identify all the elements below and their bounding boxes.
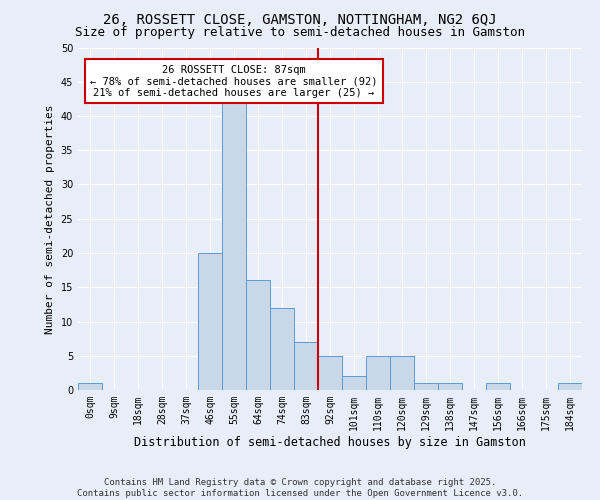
Bar bbox=[246, 280, 270, 390]
Bar bbox=[438, 383, 462, 390]
Bar bbox=[198, 253, 222, 390]
Bar bbox=[558, 383, 582, 390]
Text: 26, ROSSETT CLOSE, GAMSTON, NOTTINGHAM, NG2 6QJ: 26, ROSSETT CLOSE, GAMSTON, NOTTINGHAM, … bbox=[103, 12, 497, 26]
Y-axis label: Number of semi-detached properties: Number of semi-detached properties bbox=[45, 104, 55, 334]
Bar bbox=[318, 356, 342, 390]
Bar bbox=[222, 102, 246, 390]
X-axis label: Distribution of semi-detached houses by size in Gamston: Distribution of semi-detached houses by … bbox=[134, 436, 526, 448]
Bar bbox=[270, 308, 294, 390]
Bar bbox=[366, 356, 390, 390]
Text: Contains HM Land Registry data © Crown copyright and database right 2025.
Contai: Contains HM Land Registry data © Crown c… bbox=[77, 478, 523, 498]
Bar bbox=[78, 383, 102, 390]
Bar bbox=[390, 356, 414, 390]
Bar bbox=[414, 383, 438, 390]
Bar bbox=[486, 383, 510, 390]
Text: Size of property relative to semi-detached houses in Gamston: Size of property relative to semi-detach… bbox=[75, 26, 525, 39]
Bar bbox=[342, 376, 366, 390]
Bar bbox=[294, 342, 318, 390]
Text: 26 ROSSETT CLOSE: 87sqm
← 78% of semi-detached houses are smaller (92)
21% of se: 26 ROSSETT CLOSE: 87sqm ← 78% of semi-de… bbox=[90, 64, 378, 98]
